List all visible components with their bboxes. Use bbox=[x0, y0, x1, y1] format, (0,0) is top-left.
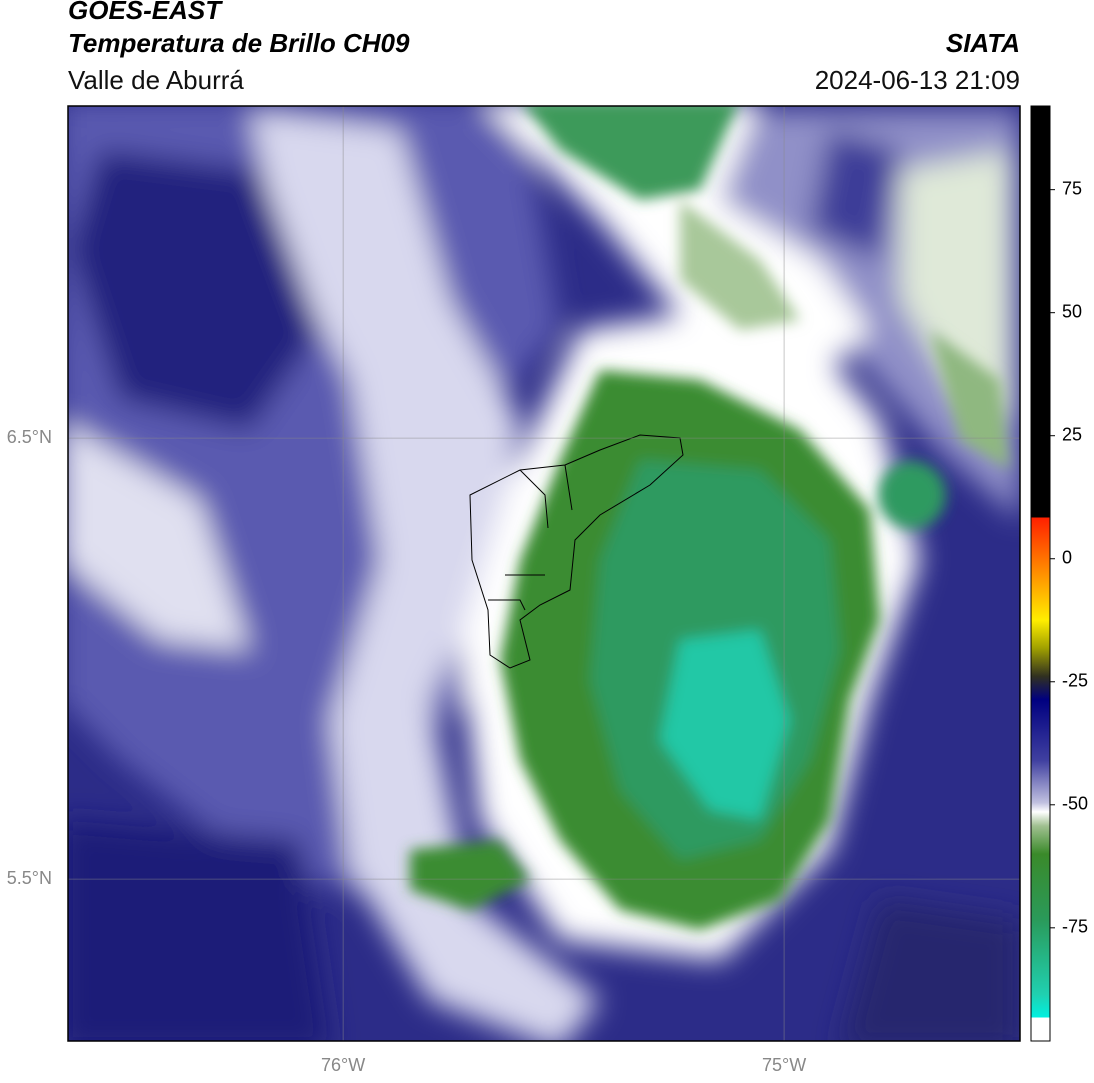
colorbar-tick-label: 25 bbox=[1062, 424, 1082, 444]
colorbar-tick-label: -75 bbox=[1062, 917, 1088, 937]
region: Valle de Aburrá bbox=[68, 65, 244, 95]
colorbar-tick-label: 50 bbox=[1062, 301, 1082, 321]
map-frame bbox=[67, 105, 1021, 1042]
x-tick-label: 76°W bbox=[321, 1055, 365, 1075]
x-tick-label: 75°W bbox=[762, 1055, 806, 1075]
subtitle: Temperatura de Brillo CH09 bbox=[68, 28, 410, 58]
municipal-boundaries bbox=[469, 434, 684, 669]
y-tick-label: 5.5°N bbox=[7, 868, 52, 888]
colorbar-tick-label: -50 bbox=[1062, 794, 1088, 814]
title: GOES-EAST bbox=[68, 0, 223, 25]
colorbar-tick-label: -25 bbox=[1062, 671, 1088, 691]
colorbar-tick-label: 0 bbox=[1062, 547, 1072, 567]
colorbar bbox=[1030, 105, 1051, 1042]
y-tick-label: 6.5°N bbox=[7, 427, 52, 447]
datetime: 2024-06-13 21:09 bbox=[815, 65, 1020, 95]
colorbar-tick-label: 75 bbox=[1062, 178, 1082, 198]
source: SIATA bbox=[946, 28, 1020, 58]
satellite-image bbox=[68, 106, 1020, 1041]
